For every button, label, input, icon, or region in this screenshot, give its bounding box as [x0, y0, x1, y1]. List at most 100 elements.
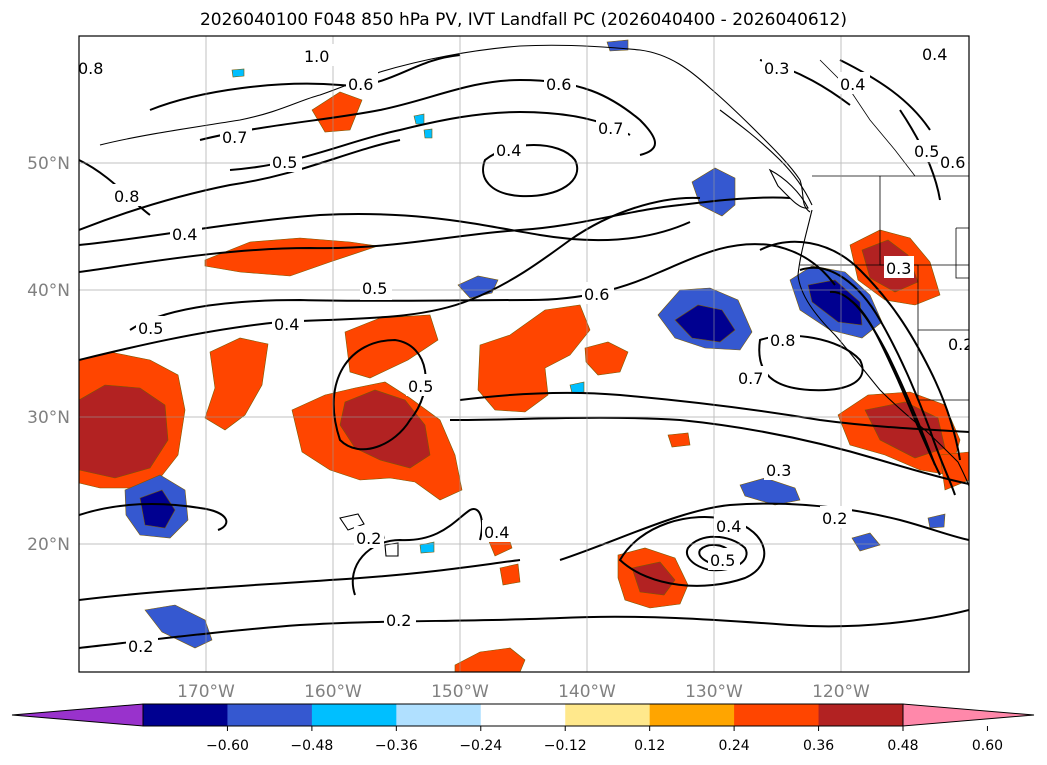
- contour-line: [79, 609, 969, 649]
- contour-line: [229, 110, 631, 171]
- contour-label: 0.4: [484, 523, 509, 542]
- vancouver-island: [768, 168, 809, 209]
- colorbar-left-extension: [12, 704, 143, 726]
- negative-anomaly-region: [423, 128, 433, 139]
- contour-label: 0.6: [940, 153, 965, 172]
- colorbar-segment: [396, 704, 482, 726]
- negative-anomaly-core: [807, 279, 863, 326]
- positive-anomaly-region: [204, 337, 269, 431]
- contour-labels: 0.8 1.0 0.6 0.7 0.6 0.7 0.3 0.4 0.4 0.5 …: [78, 44, 973, 656]
- colorbar-tick-label: 0.36: [803, 738, 834, 754]
- negative-anomaly-region: [419, 541, 435, 554]
- contour-label: 0.2: [356, 529, 381, 548]
- contour-line: [79, 196, 701, 361]
- negative-anomaly-region: [413, 113, 425, 125]
- contour-label: 0.5: [710, 551, 735, 570]
- contour-line: [686, 535, 748, 572]
- contour-label: 0.5: [272, 153, 297, 172]
- contour-label: 0.8: [770, 331, 795, 350]
- gridlines: [79, 36, 969, 672]
- contour-label: 0.6: [546, 75, 571, 94]
- us-west-coastline: [797, 209, 969, 487]
- negative-anomaly-region: [231, 68, 245, 78]
- contour-label: 0.7: [222, 128, 247, 147]
- colorbar-segment: [734, 704, 820, 726]
- colorbar-segment: [227, 704, 313, 726]
- longitude-label: 120°W: [812, 682, 870, 702]
- contour-label: 0.4: [274, 315, 299, 334]
- contour-label: 0.2: [948, 335, 973, 354]
- colorbar-tick-label: 0.24: [719, 738, 750, 754]
- border-layer: [800, 59, 969, 401]
- negative-anomaly-region: [144, 604, 213, 649]
- contour-line: [459, 391, 969, 433]
- contour-layer: [79, 54, 969, 649]
- colorbar-segment: [311, 704, 397, 726]
- contour-line: [799, 266, 956, 496]
- colorbar-segment: [649, 704, 735, 726]
- colorbar-tick-label: 0.12: [634, 738, 665, 754]
- positive-anomaly-region: [499, 563, 521, 586]
- colorbar-segment: [818, 704, 904, 726]
- contour-label: 0.3: [764, 59, 789, 78]
- contour-line: [79, 196, 791, 273]
- state-border: [955, 227, 969, 279]
- map-title: 2026040100 F048 850 hPa PV, IVT Landfall…: [199, 10, 847, 30]
- contour-line: [839, 59, 931, 131]
- contour-label: 0.3: [886, 259, 911, 278]
- contour-line: [149, 54, 461, 111]
- negative-anomaly-region: [927, 513, 946, 529]
- contour-label: 0.8: [114, 187, 139, 206]
- colorbar-tick-label: 0.60: [972, 738, 1003, 754]
- longitude-label: 150°W: [431, 682, 489, 702]
- positive-anomaly-region: [477, 304, 591, 413]
- contour-label: 0.7: [598, 119, 623, 138]
- contour-line: [618, 516, 766, 587]
- colorbar-segment: [565, 704, 651, 726]
- contour-label: 0.2: [128, 637, 153, 656]
- contour-label: 1.0: [304, 47, 329, 66]
- contour-line: [829, 290, 936, 466]
- latitude-label: 40°N: [27, 281, 70, 301]
- negative-anomaly-core: [674, 304, 736, 343]
- contour-label: 0.5: [362, 279, 387, 298]
- contour-label: 0.4: [922, 45, 947, 64]
- map-frame: [78, 35, 970, 673]
- state-border: [800, 264, 969, 331]
- contour-label: 0.2: [386, 611, 411, 630]
- negative-anomaly-region: [569, 381, 585, 394]
- colorbar-tick-label: −0.48: [290, 738, 333, 754]
- contour-line: [759, 240, 961, 461]
- contour-label: 0.8: [78, 59, 103, 78]
- positive-anomaly-region: [667, 432, 691, 448]
- contour-label: 0.7: [738, 369, 763, 388]
- negative-anomaly-region: [851, 532, 881, 552]
- positive-anomaly-region: [584, 341, 629, 376]
- latitude-label: 20°N: [27, 535, 70, 555]
- latitude-label: 30°N: [27, 408, 70, 428]
- positive-anomaly-core: [79, 384, 169, 479]
- contour-line: [449, 416, 969, 485]
- contour-line: [79, 559, 521, 601]
- contour-label: 0.4: [172, 225, 197, 244]
- contour-line: [79, 503, 228, 531]
- contour-label: 0.2: [822, 509, 847, 528]
- colorbar-segment: [143, 704, 228, 726]
- latitude-label: 50°N: [27, 154, 70, 174]
- colorbar: −0.60 −0.48 −0.36 −0.24 −0.12 0.12 0.24 0.36 0.4…: [11, 703, 1035, 754]
- longitude-label: 170°W: [177, 682, 235, 702]
- longitude-label: 160°W: [304, 682, 362, 702]
- negative-anomaly-region: [606, 39, 629, 52]
- positive-anomaly-region: [454, 647, 526, 672]
- colorbar-segments: [12, 704, 1034, 726]
- contour-line: [559, 502, 969, 561]
- contour-label: 0.4: [716, 517, 741, 536]
- alaska-coastline: [99, 44, 811, 213]
- colorbar-tick-label: −0.36: [375, 738, 418, 754]
- contour-label: 0.4: [840, 75, 865, 94]
- colorbar-tick-label: −0.60: [206, 738, 249, 754]
- bc-coastline: [719, 109, 813, 206]
- colorbar-tick-label: −0.12: [544, 738, 587, 754]
- contour-line: [79, 139, 401, 231]
